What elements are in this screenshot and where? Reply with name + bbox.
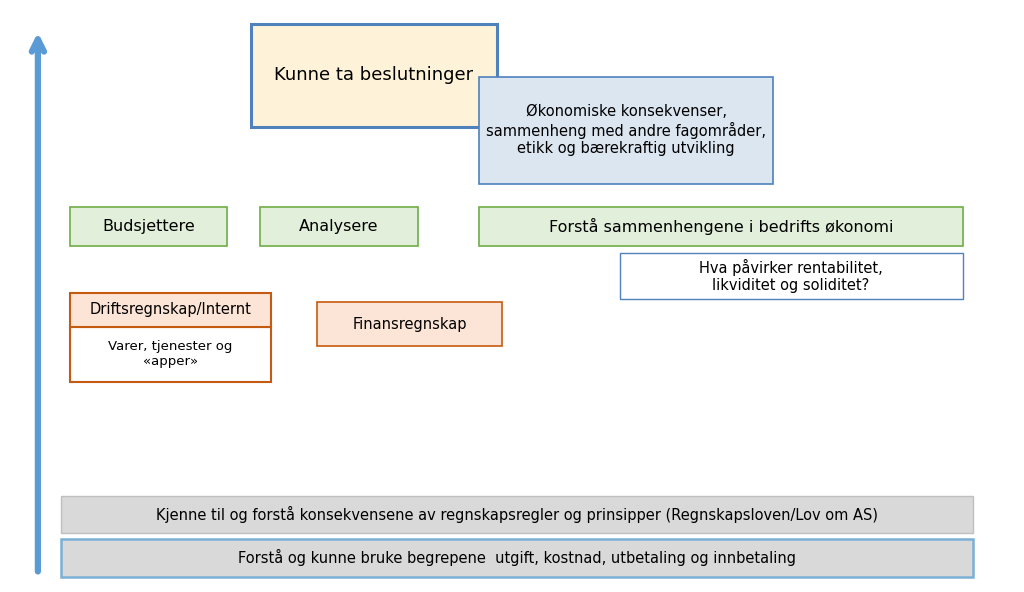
FancyBboxPatch shape — [260, 207, 418, 246]
FancyBboxPatch shape — [61, 539, 973, 577]
Text: Finansregnskap: Finansregnskap — [352, 317, 467, 332]
Text: Kjenne til og forstå konsekvensene av regnskapsregler og prinsipper (Regnskapslo: Kjenne til og forstå konsekvensene av re… — [156, 506, 879, 523]
Text: Analysere: Analysere — [299, 219, 379, 234]
FancyBboxPatch shape — [251, 24, 497, 127]
Text: Varer, tjenester og
«apper»: Varer, tjenester og «apper» — [109, 340, 232, 368]
Text: Hva påvirker rentabilitet,
likviditet og soliditet?: Hva påvirker rentabilitet, likviditet og… — [699, 259, 883, 294]
FancyBboxPatch shape — [620, 253, 963, 299]
FancyBboxPatch shape — [479, 77, 773, 184]
FancyBboxPatch shape — [70, 293, 271, 327]
Text: Økonomiske konsekvenser,
sammenheng med andre fagområder,
etikk og bærekraftig u: Økonomiske konsekvenser, sammenheng med … — [486, 104, 766, 156]
Text: Kunne ta beslutninger: Kunne ta beslutninger — [274, 66, 473, 85]
Text: Forstå sammenhengene i bedrifts økonomi: Forstå sammenhengene i bedrifts økonomi — [549, 218, 893, 235]
Text: Budsjettere: Budsjettere — [102, 219, 195, 234]
Text: Driftsregnskap/Internt: Driftsregnskap/Internt — [89, 303, 252, 317]
FancyBboxPatch shape — [70, 207, 227, 246]
FancyBboxPatch shape — [70, 327, 271, 382]
FancyBboxPatch shape — [317, 302, 502, 346]
FancyBboxPatch shape — [61, 496, 973, 533]
FancyBboxPatch shape — [479, 207, 963, 246]
Text: Forstå og kunne bruke begrepene  utgift, kostnad, utbetaling og innbetaling: Forstå og kunne bruke begrepene utgift, … — [239, 549, 796, 567]
